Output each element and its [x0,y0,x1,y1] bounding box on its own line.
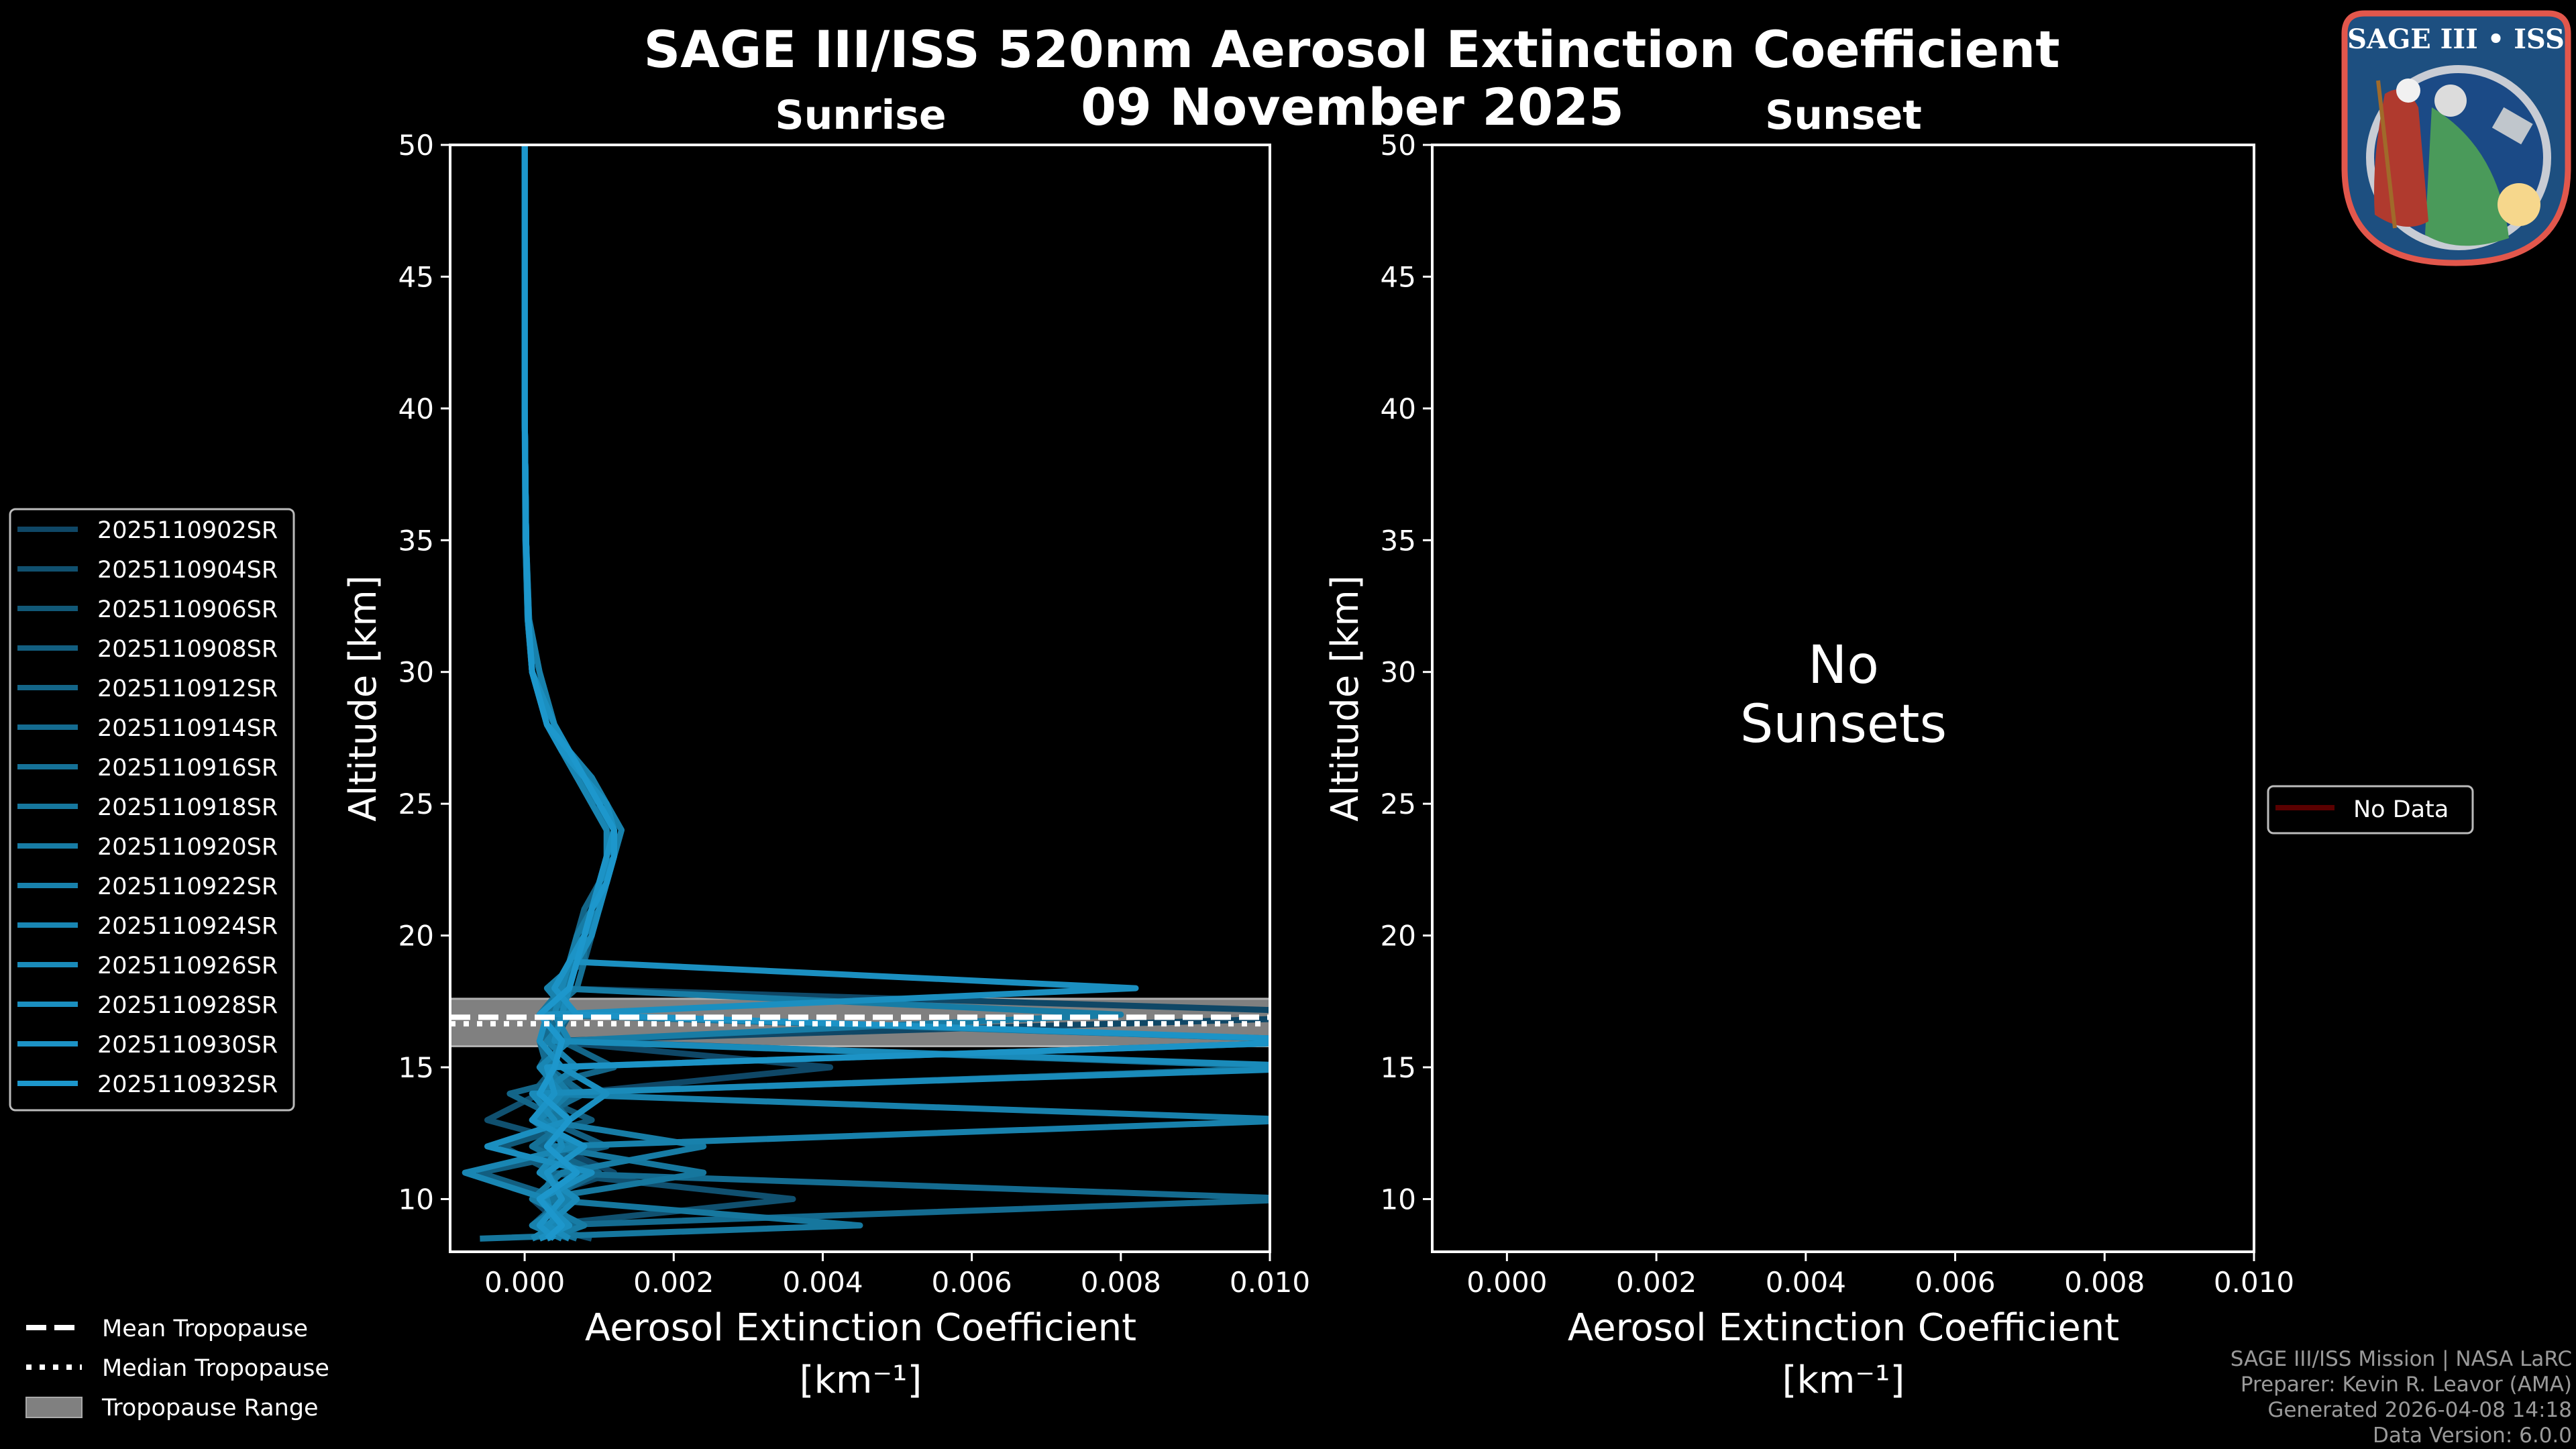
sunrise-ytick-label: 50 [398,129,434,162]
sunrise-xtick-label: 0.004 [782,1266,863,1299]
profile-2025110918SR [480,145,1270,1242]
sunrise-axes: 0.000 0.002 0.004 0.006 0.008 0.010 10 15 20 25 30… [398,129,1311,1299]
sunrise-xtick-label: 0.010 [1230,1266,1310,1299]
sunset-xtick-label: 0.004 [1766,1266,1846,1299]
legend-label: 2025110922SR [97,873,278,900]
sunset-title: Sunset [1765,92,1922,139]
profile-2025110902SR [521,145,1270,1241]
sunset-ytick-label: 25 [1381,788,1416,820]
legend-label: 2025110928SR [97,992,278,1019]
sunrise-ytick-label: 30 [398,656,434,689]
sunset-xtick-label: 0.002 [1616,1266,1697,1299]
sunset-ytick-label: 40 [1381,392,1416,425]
svg-text:SAGE III • ISS: SAGE III • ISS [2347,23,2565,55]
legend-label: 2025110908SR [97,636,278,663]
footer-preparer: Preparer: Kevin R. Leavor (AMA) [2241,1373,2572,1397]
sunset-ytick-label: 30 [1381,656,1416,689]
legend-label: 2025110912SR [97,676,278,702]
figure-title: SAGE III/ISS 520nm Aerosol Extinction Co… [643,19,2059,79]
median-tropopause-label: Median Tropopause [102,1355,329,1382]
tropopause-range-swatch [25,1397,83,1418]
sunset-ticks: 0.000 0.002 0.004 0.006 0.008 0.010 10 15 20 25 30… [1381,129,2295,1299]
sunrise-legend: 2025110902SR 2025110904SR 2025110906SR 2025… [17,517,278,1098]
no-sunsets-line1: No [1808,635,1879,696]
legend-label: 2025110914SR [97,715,278,742]
sage-iii-iss-logo: SAGE III • ISS [2341,10,2571,266]
legend-label: 2025110932SR [97,1071,278,1098]
sunrise-xlabel: Aerosol Extinction Coefficient [585,1306,1136,1350]
sunrise-ytick-label: 35 [398,524,434,557]
figure-date: 09 November 2025 [1081,77,1624,137]
legend-label: 2025110916SR [97,755,278,782]
sunrise-ytick-label: 20 [398,920,434,953]
sunset-xtick-label: 0.000 [1466,1266,1547,1299]
legend-label: 2025110926SR [97,953,278,979]
sunset-ytick-label: 50 [1381,129,1416,162]
sunset-axes-frame [1431,144,2255,1253]
legend-label: 2025110904SR [97,557,278,584]
sunrise-xlabel-units: [km⁻¹] [800,1358,922,1402]
sunrise-legend-box [9,508,295,1112]
tropopause-range-label: Tropopause Range [101,1395,319,1421]
legend-label: 2025110920SR [97,834,278,861]
footer-mission: SAGE III/ISS Mission | NASA LaRC [2231,1347,2572,1371]
sunrise-ytick-label: 10 [398,1183,434,1216]
sunrise-ytick-label: 40 [398,392,434,425]
sunset-ylabel: Altitude [km] [1324,575,1367,821]
sunrise-ytick-label: 45 [398,260,434,293]
profile-2025110932SR [521,145,617,1241]
sunrise-xtick-label: 0.002 [633,1266,714,1299]
sunset-legend: No Data [2267,785,2474,835]
sunrise-title: Sunrise [775,92,946,139]
sunrise-xtick-label: 0.006 [932,1266,1012,1299]
sunset-ytick-label: 10 [1381,1183,1416,1216]
sunrise-ylabel: Altitude [km] [341,575,385,821]
sunrise-xtick-label: 0.008 [1081,1266,1161,1299]
no-sunsets-line2: Sunsets [1740,694,1947,755]
mean-tropopause-label: Mean Tropopause [102,1316,308,1342]
sunrise-ytick-label: 25 [398,788,434,820]
sunset-xlabel: Aerosol Extinction Coefficient [1568,1306,2119,1350]
sunset-legend-box [2267,785,2474,835]
sunrise-ytick-label: 15 [398,1051,434,1084]
sunrise-axes-frame [449,144,1271,1253]
sunset-ytick-label: 45 [1381,260,1416,293]
sunset-xtick-label: 0.006 [1915,1266,1995,1299]
profile-2025110906SR [499,145,1270,1242]
sunset-ytick-label: 20 [1381,920,1416,953]
legend-label: 2025110924SR [97,913,278,940]
profile-2025110926SR [521,145,1270,1242]
sunset-xtick-label: 0.008 [2064,1266,2145,1299]
sunrise-xtick-label: 0.000 [484,1266,565,1299]
no-data-legend-label: No Data [2353,796,2449,823]
legend-label: 2025110930SR [97,1032,278,1059]
sunset-xtick-label: 0.010 [2214,1266,2294,1299]
footer-generated: Generated 2026-04-08 14:18 [2267,1398,2572,1422]
legend-label: 2025110918SR [97,794,278,821]
footer: SAGE III/ISS Mission | NASA LaRC Prepare… [2231,1347,2572,1448]
sunset-axes: 0.000 0.002 0.004 0.006 0.008 0.010 10 15 20 25 30… [1381,129,2295,1299]
sunset-xlabel-units: [km⁻¹] [1782,1358,1905,1402]
footer-version: Data Version: 6.0.0 [2373,1424,2572,1448]
legend-label: 2025110902SR [97,517,278,544]
sunset-ytick-label: 15 [1381,1051,1416,1084]
profile-2025110930SR [521,145,1270,1241]
sunrise-profiles [450,145,1270,1242]
legend-label: 2025110906SR [97,596,278,623]
tropopause-legend: Mean Tropopause Median Tropopause Tropop… [25,1316,329,1421]
sunset-ytick-label: 35 [1381,524,1416,557]
sunrise-ticks: 0.000 0.002 0.004 0.006 0.008 0.010 10 15 20 25 30… [398,129,1311,1299]
